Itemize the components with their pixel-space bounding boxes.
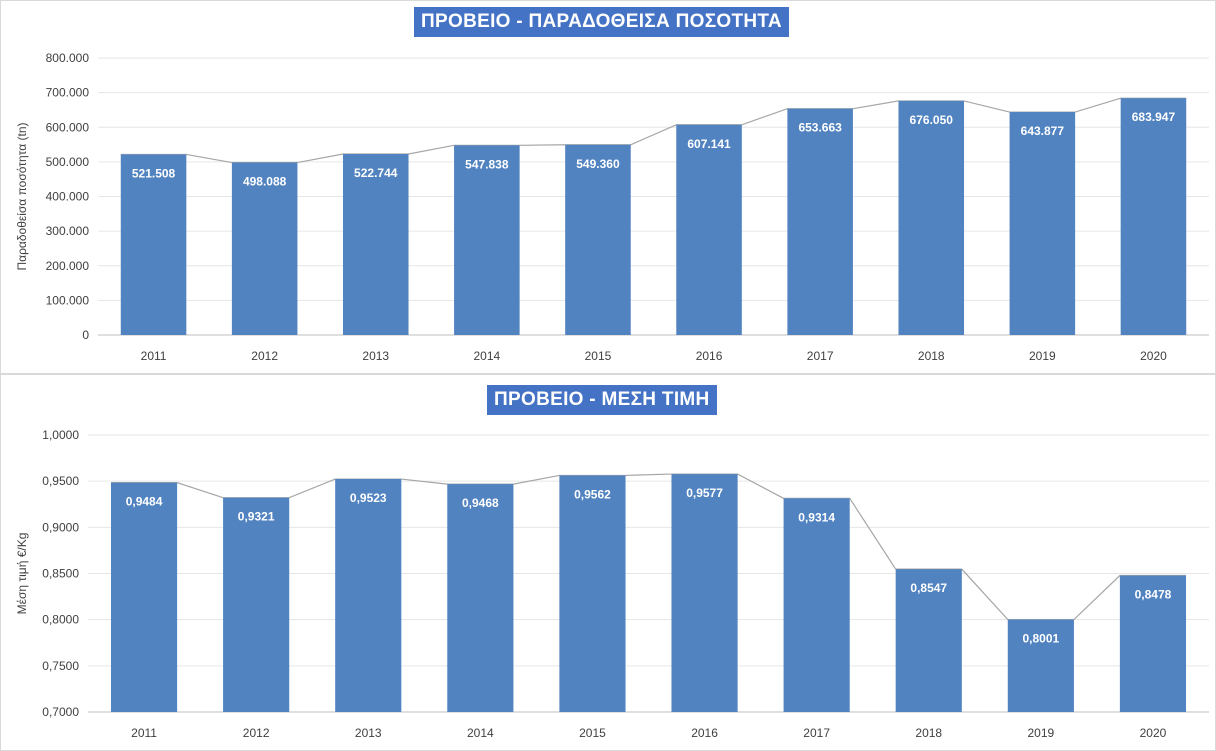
data-label: 521.508 — [132, 166, 176, 180]
data-label: 0,9577 — [686, 486, 723, 500]
y-tick-label: 0,7000 — [42, 705, 79, 719]
x-tick-label: 2019 — [1029, 349, 1056, 363]
x-tick-label: 2016 — [691, 726, 718, 740]
connector-line — [120, 97, 1187, 164]
x-tick-label: 2013 — [362, 349, 389, 363]
data-label: 0,9314 — [798, 510, 835, 524]
x-tick-label: 2017 — [807, 349, 834, 363]
x-tick-label: 2020 — [1140, 349, 1167, 363]
data-label: 0,8547 — [910, 581, 947, 595]
data-label: 0,9523 — [350, 491, 387, 505]
bar — [565, 144, 631, 335]
x-tick-label: 2015 — [585, 349, 612, 363]
y-tick-label: 0,8500 — [42, 567, 79, 581]
price-chart-panel: 0,7000 0,7500 0,8000 0,8500 0,9000 0,9500 1,00… — [0, 374, 1216, 751]
bar — [1007, 619, 1074, 712]
x-tick-label: 2011 — [141, 349, 167, 363]
y-tick-label: 0,7500 — [42, 659, 79, 673]
bar — [671, 474, 738, 712]
y-tick-label: 0,9000 — [42, 520, 79, 534]
data-label: 0,9321 — [238, 510, 275, 524]
bar — [787, 108, 853, 335]
bar — [898, 100, 965, 335]
data-label: 0,9562 — [574, 487, 611, 501]
bar — [342, 153, 409, 335]
y-tick-label: 400.000 — [46, 190, 90, 204]
x-tick-label: 2012 — [251, 349, 278, 363]
price-chart: 0,7000 0,7500 0,8000 0,8500 0,9000 0,9500 1,00… — [15, 428, 1209, 740]
bar — [454, 145, 520, 335]
y-axis-title: Παραδοθείσα ποσότητα (tn) — [15, 122, 29, 270]
x-tick-label: 2019 — [1027, 726, 1054, 740]
y-tick-label: 100.000 — [46, 293, 90, 307]
y-tick-label: 0,8000 — [42, 613, 79, 627]
quantity-chart-title: ΠΡΟΒΕΙΟ - ΠΑΡΑΔΟΘΕΙΣΑ ΠΟΣΟΤΗΤΑ — [414, 7, 789, 37]
data-label: 498.088 — [243, 175, 287, 189]
bar — [447, 484, 514, 712]
bar — [110, 482, 178, 712]
data-label: 0,9468 — [462, 496, 499, 510]
price-chart-title: ΠΡΟΒΕΙΟ - ΜΕΣΗ ΤΙΜΗ — [487, 385, 717, 415]
y-tick-label: 600.000 — [46, 120, 90, 134]
x-tick-label: 2017 — [803, 726, 830, 740]
connector-line — [110, 473, 1187, 621]
x-tick-label: 2018 — [918, 349, 945, 363]
data-label: 683.947 — [1132, 110, 1176, 124]
data-label: 676.050 — [910, 113, 954, 127]
bar — [895, 569, 962, 712]
y-tick-label: 0,9500 — [42, 474, 79, 488]
bar — [231, 162, 298, 335]
bar — [120, 154, 187, 335]
data-label: 0,8001 — [1022, 632, 1059, 646]
bar — [783, 498, 850, 712]
quantity-chart: 0 100.000 200.000 300.000 400.000 500.000 600.… — [15, 51, 1209, 363]
data-label: 549.360 — [576, 157, 620, 171]
y-tick-label: 1,0000 — [42, 428, 79, 442]
data-label: 643.877 — [1021, 124, 1065, 138]
x-tick-label: 2014 — [467, 726, 494, 740]
y-tick-label: 0 — [82, 328, 89, 342]
bar — [559, 475, 626, 712]
y-tick-label: 200.000 — [46, 259, 90, 273]
data-label: 653.663 — [798, 121, 842, 135]
x-tick-label: 2015 — [579, 726, 606, 740]
y-axis-title: Μέση τιμή €/Kg — [15, 533, 29, 615]
data-label: 0,8478 — [1135, 588, 1172, 602]
bar — [1119, 575, 1187, 712]
x-tick-label: 2013 — [355, 726, 382, 740]
x-tick-label: 2012 — [243, 726, 270, 740]
y-tick-label: 700.000 — [46, 86, 90, 100]
bar — [1009, 112, 1076, 335]
x-tick-label: 2020 — [1140, 726, 1167, 740]
y-tick-label: 300.000 — [46, 224, 90, 238]
bar — [1120, 98, 1187, 335]
data-label: 0,9484 — [126, 495, 163, 509]
x-tick-label: 2011 — [131, 726, 157, 740]
data-label: 547.838 — [465, 157, 509, 171]
data-label: 607.141 — [687, 137, 731, 151]
quantity-chart-panel: 0 100.000 200.000 300.000 400.000 500.000 600.… — [0, 0, 1216, 374]
bar — [676, 124, 742, 335]
x-tick-label: 2016 — [696, 349, 723, 363]
x-tick-label: 2018 — [915, 726, 942, 740]
data-label: 522.744 — [354, 166, 398, 180]
bar — [223, 497, 290, 712]
x-tick-label: 2014 — [473, 349, 500, 363]
y-tick-label: 800.000 — [46, 51, 90, 65]
y-tick-label: 500.000 — [46, 155, 90, 169]
bar — [335, 479, 402, 712]
